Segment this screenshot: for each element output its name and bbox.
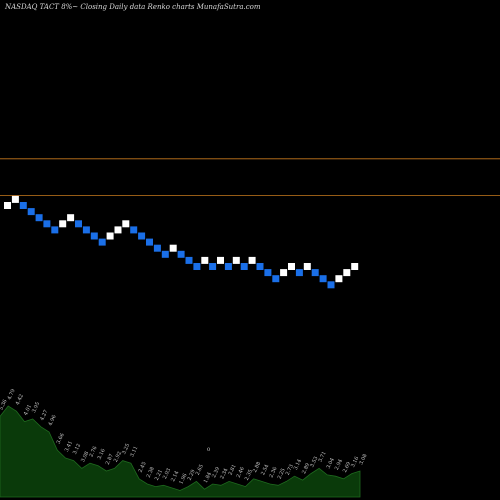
chart-title: NASDAQ TACT 8%~ Closing Daily data Renko… bbox=[4, 3, 261, 11]
down-brick-12 bbox=[98, 238, 106, 246]
volume-label-0: 5.36 bbox=[0, 399, 9, 412]
up-brick-0 bbox=[4, 202, 11, 209]
volume-label-1: 4.79 bbox=[7, 388, 17, 401]
up-brick-1 bbox=[11, 195, 19, 203]
up-brick-29 bbox=[232, 256, 240, 264]
up-brick-43 bbox=[343, 269, 351, 277]
up-brick-44 bbox=[351, 263, 359, 270]
volume-label-42: 2.69 bbox=[342, 461, 352, 474]
volume-label-4: 3.95 bbox=[31, 401, 41, 414]
down-brick-41 bbox=[327, 281, 335, 289]
down-brick-17 bbox=[138, 232, 146, 240]
down-brick-10 bbox=[82, 226, 90, 234]
down-brick-37 bbox=[295, 269, 303, 277]
up-brick-7 bbox=[59, 220, 67, 228]
up-brick-21 bbox=[169, 244, 177, 252]
down-brick-24 bbox=[193, 263, 201, 270]
down-brick-26 bbox=[209, 263, 217, 270]
volume-label-27: 2.34 bbox=[219, 468, 229, 481]
level-lines bbox=[0, 158, 500, 196]
volume-label-26: 2.39 bbox=[211, 466, 221, 479]
volume-label-43: 3.16 bbox=[350, 456, 360, 469]
volume-label-8: 3.41 bbox=[64, 440, 74, 453]
down-brick-2 bbox=[19, 202, 27, 209]
volume-label-34: 2.25 bbox=[277, 468, 287, 481]
volume-label-31: 2.88 bbox=[252, 461, 262, 474]
volume-label-37: 2.89 bbox=[301, 462, 311, 475]
down-brick-5 bbox=[43, 220, 51, 228]
down-brick-11 bbox=[90, 232, 98, 240]
down-brick-39 bbox=[311, 269, 319, 277]
volume-marker: 0 bbox=[207, 447, 210, 453]
down-brick-9 bbox=[75, 220, 82, 228]
volume-label-17: 2.45 bbox=[137, 461, 147, 474]
up-brick-25 bbox=[201, 256, 209, 264]
up-brick-15 bbox=[122, 220, 130, 228]
volume-label-19: 2.21 bbox=[154, 469, 164, 482]
down-brick-34 bbox=[272, 275, 280, 283]
volume-label-29: 2.46 bbox=[236, 466, 246, 479]
volume-label-36: 3.14 bbox=[293, 458, 303, 471]
down-brick-28 bbox=[224, 263, 232, 270]
volume-label-12: 3.16 bbox=[97, 448, 107, 461]
volume-label-28: 2.81 bbox=[227, 464, 237, 477]
up-brick-38 bbox=[303, 263, 311, 270]
volume-label-11: 2.76 bbox=[88, 445, 98, 458]
volume-label-22: 1.96 bbox=[178, 473, 188, 486]
down-brick-23 bbox=[185, 256, 193, 264]
volume-label-5: 4.27 bbox=[39, 409, 49, 422]
down-brick-20 bbox=[161, 250, 169, 258]
down-brick-22 bbox=[177, 250, 185, 258]
up-brick-14 bbox=[114, 226, 122, 234]
up-brick-42 bbox=[335, 275, 343, 283]
volume-label-21: 2.14 bbox=[170, 470, 180, 483]
volume-label-14: 2.92 bbox=[113, 451, 123, 464]
volume-panel: 5.364.794.424.013.954.274.96 3.663.413.12… bbox=[0, 388, 369, 498]
down-brick-40 bbox=[319, 275, 327, 283]
volume-label-7: 3.66 bbox=[56, 432, 66, 445]
volume-label-25: 1.84 bbox=[203, 471, 213, 484]
volume-label-38: 3.53 bbox=[309, 456, 319, 469]
volume-label-24: 2.65 bbox=[195, 464, 205, 477]
volume-label-30: 2.35 bbox=[244, 469, 254, 482]
down-brick-19 bbox=[153, 244, 161, 252]
volume-label-2: 4.42 bbox=[15, 393, 25, 406]
up-brick-35 bbox=[280, 269, 288, 277]
down-brick-16 bbox=[130, 226, 138, 234]
volume-area bbox=[0, 405, 361, 498]
volume-label-23: 2.29 bbox=[187, 469, 197, 482]
down-brick-6 bbox=[51, 226, 59, 234]
volume-label-10: 3.08 bbox=[80, 451, 90, 464]
volume-label-15: 3.25 bbox=[121, 443, 131, 456]
down-brick-4 bbox=[35, 214, 43, 222]
down-brick-30 bbox=[240, 263, 248, 270]
volume-label-20: 2.03 bbox=[162, 468, 172, 481]
volume-label-35: 2.73 bbox=[285, 464, 295, 477]
down-brick-33 bbox=[264, 269, 272, 277]
volume-label-44: 3.08 bbox=[358, 453, 368, 466]
renko-bricks bbox=[4, 195, 359, 289]
volume-label-13: 2.87 bbox=[105, 453, 115, 466]
up-brick-36 bbox=[288, 263, 295, 270]
down-brick-32 bbox=[256, 263, 264, 270]
volume-label-16: 3.11 bbox=[129, 445, 139, 458]
up-brick-31 bbox=[248, 256, 256, 264]
volume-label-39: 3.71 bbox=[317, 451, 327, 464]
down-brick-3 bbox=[27, 208, 35, 216]
down-brick-18 bbox=[146, 238, 153, 246]
volume-label-3: 4.01 bbox=[23, 404, 33, 417]
up-brick-27 bbox=[217, 256, 224, 264]
volume-label-6: 4.96 bbox=[47, 414, 57, 427]
volume-label-18: 2.38 bbox=[146, 466, 156, 479]
volume-label-32: 2.54 bbox=[260, 464, 270, 477]
up-brick-8 bbox=[67, 214, 75, 222]
volume-label-33: 2.36 bbox=[268, 466, 278, 479]
volume-label-40: 3.04 bbox=[326, 457, 336, 470]
up-brick-13 bbox=[106, 232, 114, 240]
volume-label-9: 3.12 bbox=[72, 443, 82, 456]
volume-label-41: 2.94 bbox=[334, 458, 344, 471]
